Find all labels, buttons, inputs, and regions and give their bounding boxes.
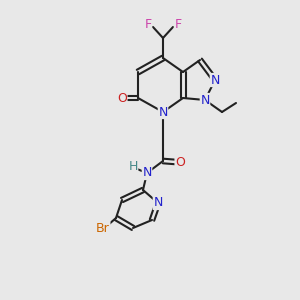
Text: N: N [153,196,163,209]
Text: O: O [175,157,185,169]
Text: N: N [200,94,210,106]
Text: N: N [142,167,152,179]
Text: H: H [128,160,138,173]
Text: N: N [158,106,168,118]
Text: N: N [210,74,220,86]
Text: F: F [174,19,182,32]
Text: F: F [144,19,152,32]
Text: O: O [117,92,127,104]
Text: Br: Br [96,221,110,235]
